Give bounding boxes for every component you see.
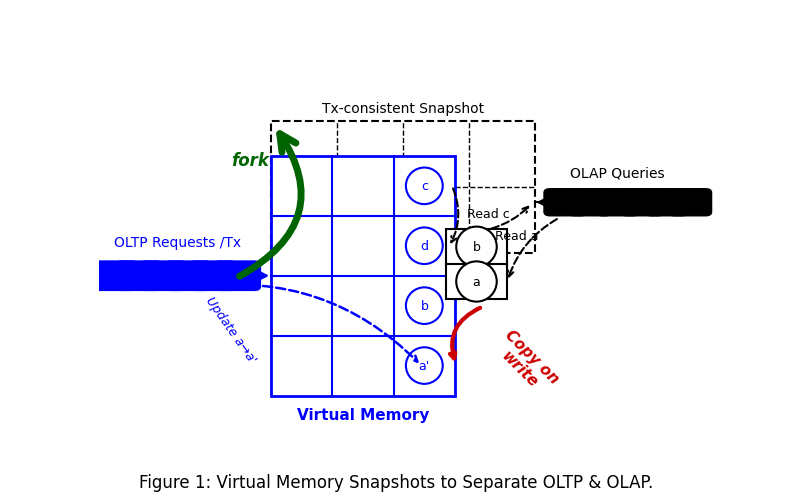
FancyBboxPatch shape: [544, 189, 587, 216]
Text: b: b: [473, 241, 481, 254]
Ellipse shape: [406, 288, 443, 324]
FancyBboxPatch shape: [165, 262, 211, 291]
Text: d: d: [421, 240, 428, 253]
FancyBboxPatch shape: [214, 262, 261, 291]
Bar: [446, 230, 507, 299]
Bar: [271, 122, 535, 253]
Text: Virtual Memory: Virtual Memory: [297, 407, 429, 422]
FancyBboxPatch shape: [91, 262, 138, 291]
Bar: [271, 156, 455, 396]
Ellipse shape: [456, 262, 497, 302]
Text: Update a→a': Update a→a': [204, 295, 259, 366]
FancyBboxPatch shape: [645, 189, 688, 216]
Text: c: c: [421, 180, 428, 193]
Text: a: a: [473, 276, 481, 289]
Ellipse shape: [406, 348, 443, 384]
FancyBboxPatch shape: [189, 262, 236, 291]
Ellipse shape: [456, 227, 497, 268]
Text: fork: fork: [231, 151, 268, 169]
Text: Read a: Read a: [495, 229, 539, 242]
Text: Read c: Read c: [467, 208, 510, 221]
Text: Figure 1: Virtual Memory Snapshots to Separate OLTP & OLAP.: Figure 1: Virtual Memory Snapshots to Se…: [139, 473, 653, 491]
FancyArrowPatch shape: [239, 134, 301, 277]
Text: a': a': [419, 359, 430, 372]
Text: Copy on
write: Copy on write: [489, 327, 562, 399]
FancyBboxPatch shape: [140, 262, 187, 291]
FancyBboxPatch shape: [116, 262, 162, 291]
FancyBboxPatch shape: [621, 189, 664, 216]
Text: OLTP Requests /Tx: OLTP Requests /Tx: [114, 235, 242, 249]
Ellipse shape: [406, 168, 443, 205]
Text: OLAP Queries: OLAP Queries: [570, 166, 665, 180]
FancyBboxPatch shape: [596, 189, 639, 216]
Ellipse shape: [406, 228, 443, 265]
FancyBboxPatch shape: [569, 189, 611, 216]
Text: b: b: [421, 300, 428, 313]
FancyBboxPatch shape: [668, 189, 711, 216]
Text: Tx-consistent Snapshot: Tx-consistent Snapshot: [322, 102, 484, 116]
